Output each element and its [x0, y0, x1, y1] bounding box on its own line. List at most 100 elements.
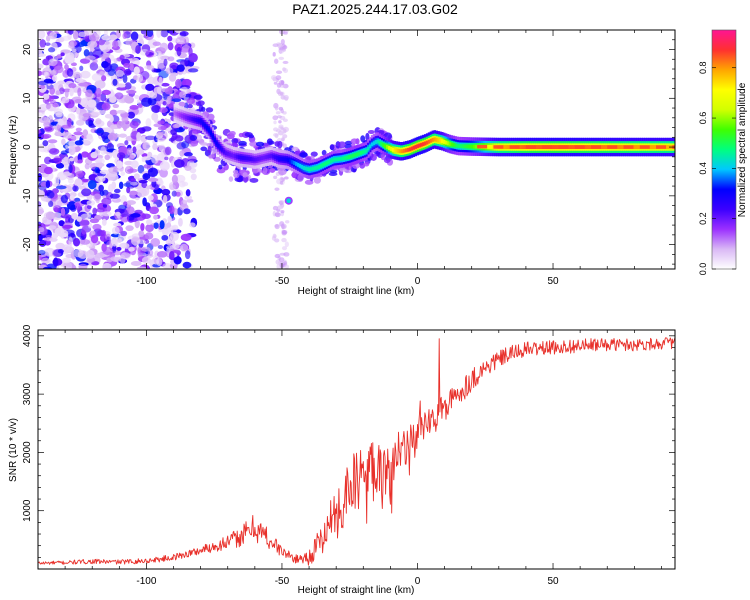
spectrogram-cell — [284, 241, 289, 248]
spectrogram-cell — [61, 138, 66, 146]
spectrogram-ridge-cell — [412, 145, 416, 150]
spectrogram-ridge-cell — [418, 143, 421, 148]
spectrogram-cell — [166, 222, 172, 228]
spectrogram-cell — [68, 164, 73, 174]
spectrogram-ridge-cell — [226, 151, 230, 156]
spectrogram-ridge-cell — [274, 155, 277, 160]
spectrogram-cell — [98, 38, 106, 46]
spectrogram-cell — [126, 147, 133, 156]
spectrogram-cell — [57, 80, 66, 85]
spectrogram-cell — [278, 257, 285, 262]
spectrogram-cell — [282, 143, 287, 149]
spectrogram-ridge-cell — [272, 154, 275, 159]
spectrogram-cell — [78, 82, 89, 87]
spectrogram-ridge-cell — [553, 145, 556, 150]
spectrogram-cell — [172, 168, 180, 175]
snr-y-label: SNR (10 * v/v) — [8, 418, 19, 482]
spectrogram-cell — [248, 134, 255, 139]
spectrogram-ridge-cell — [247, 156, 251, 161]
spectrogram-ridge-cell — [241, 156, 245, 160]
spectrogram-cell — [120, 230, 128, 237]
spectrogram-cell — [86, 205, 92, 210]
spectrogram-ridge-cell — [363, 149, 366, 154]
spectrogram-cell — [60, 194, 69, 204]
spectrogram-cell — [115, 30, 121, 39]
spectrogram-ridge-cell — [456, 143, 459, 148]
spectrogram-ridge-cell — [556, 145, 560, 150]
spectrogram-cell — [48, 225, 57, 230]
spectrogram-cell — [157, 120, 165, 125]
spectrogram-cell — [117, 83, 126, 88]
spectrogram-cell — [337, 141, 347, 149]
spectrogram-cell — [176, 64, 185, 72]
spectrogram-x-tick-label: 50 — [547, 276, 559, 287]
spectrogram-ridge-cell — [408, 147, 412, 152]
spectrogram-cell — [40, 133, 52, 139]
spectrogram-cell — [231, 137, 239, 144]
spectrogram-cell — [118, 133, 127, 138]
spectrogram-cell — [69, 157, 75, 162]
spectrogram-cell — [101, 34, 111, 41]
spectrogram-cell — [148, 206, 159, 215]
spectrogram-cell — [274, 58, 279, 64]
spectrogram-cell — [272, 43, 279, 48]
spectrogram-ridge-cell — [181, 114, 184, 118]
spectrogram-cell — [109, 95, 117, 104]
spectrogram-cell — [178, 91, 187, 98]
spectrogram-ridge-cell — [367, 146, 370, 151]
snr-x-tick-label: -50 — [275, 576, 290, 587]
spectrogram-cell — [190, 140, 199, 147]
spectrogram-cell — [153, 222, 159, 229]
spectrogram-cell — [38, 116, 49, 123]
spectrogram-cell — [61, 124, 72, 129]
spectrogram-ridge-cell — [306, 167, 309, 171]
spectrogram-cell — [95, 169, 101, 174]
spectrogram-cell — [164, 146, 172, 156]
spectrogram-cell — [114, 211, 121, 217]
spectrogram-cell — [275, 75, 282, 81]
spectrogram-ridge-cell — [395, 148, 399, 153]
spectrogram-ridge-cell — [325, 161, 328, 166]
spectrogram-ridge-cell — [439, 138, 442, 143]
spectrogram-cell — [344, 140, 353, 145]
spectrogram-cell — [38, 70, 43, 77]
spectrogram-ridge-cell — [222, 149, 226, 154]
spectrogram-ridge-cell — [289, 159, 292, 164]
spectrogram-ridge-cell — [486, 144, 490, 149]
spectrogram-cell — [95, 118, 102, 125]
spectrogram-ridge-cell — [196, 118, 199, 123]
spectrogram-cell — [42, 140, 49, 147]
spectrogram-cell — [207, 145, 212, 154]
spectrogram-cell — [62, 257, 71, 264]
spectrogram-peak-cell — [607, 145, 618, 149]
spectrogram-cell — [100, 53, 110, 60]
spectrogram-cell — [142, 173, 151, 181]
spectrogram-cell — [116, 110, 126, 114]
spectrogram-cell — [38, 30, 46, 39]
spectrogram-ridge-cell — [308, 167, 311, 172]
spectrogram-cell — [45, 103, 51, 110]
spectrogram-peak-cell — [590, 145, 601, 149]
spectrogram-cell — [140, 246, 151, 252]
snr-x-axis: -100 -50 0 50 — [37, 330, 662, 587]
spectrogram-ridge-cell — [475, 144, 478, 149]
spectrogram-ridge-cell — [431, 137, 435, 142]
spectrogram-ridge-cell — [365, 148, 368, 153]
spectrogram-cell — [145, 49, 155, 58]
spectrogram-cell — [276, 82, 282, 88]
spectrogram-cell — [64, 88, 69, 98]
spectrogram-cell — [112, 78, 118, 86]
spectrogram-cell — [124, 96, 135, 104]
spectrogram-cell — [199, 142, 208, 146]
spectrogram-cell — [175, 174, 186, 183]
spectrogram-cell — [277, 91, 283, 97]
spectrogram-cell — [185, 189, 191, 197]
spectrogram-cell — [159, 220, 165, 230]
spectrogram-cell — [74, 178, 83, 188]
spectrogram-cell — [64, 64, 69, 70]
spectrogram-x-label: Height of straight line (km) — [298, 286, 415, 297]
spectrogram-cell — [145, 118, 152, 128]
spectrogram-cell — [111, 226, 120, 235]
spectrogram-ridge-cell — [446, 141, 450, 146]
spectrogram-cell — [100, 92, 107, 102]
